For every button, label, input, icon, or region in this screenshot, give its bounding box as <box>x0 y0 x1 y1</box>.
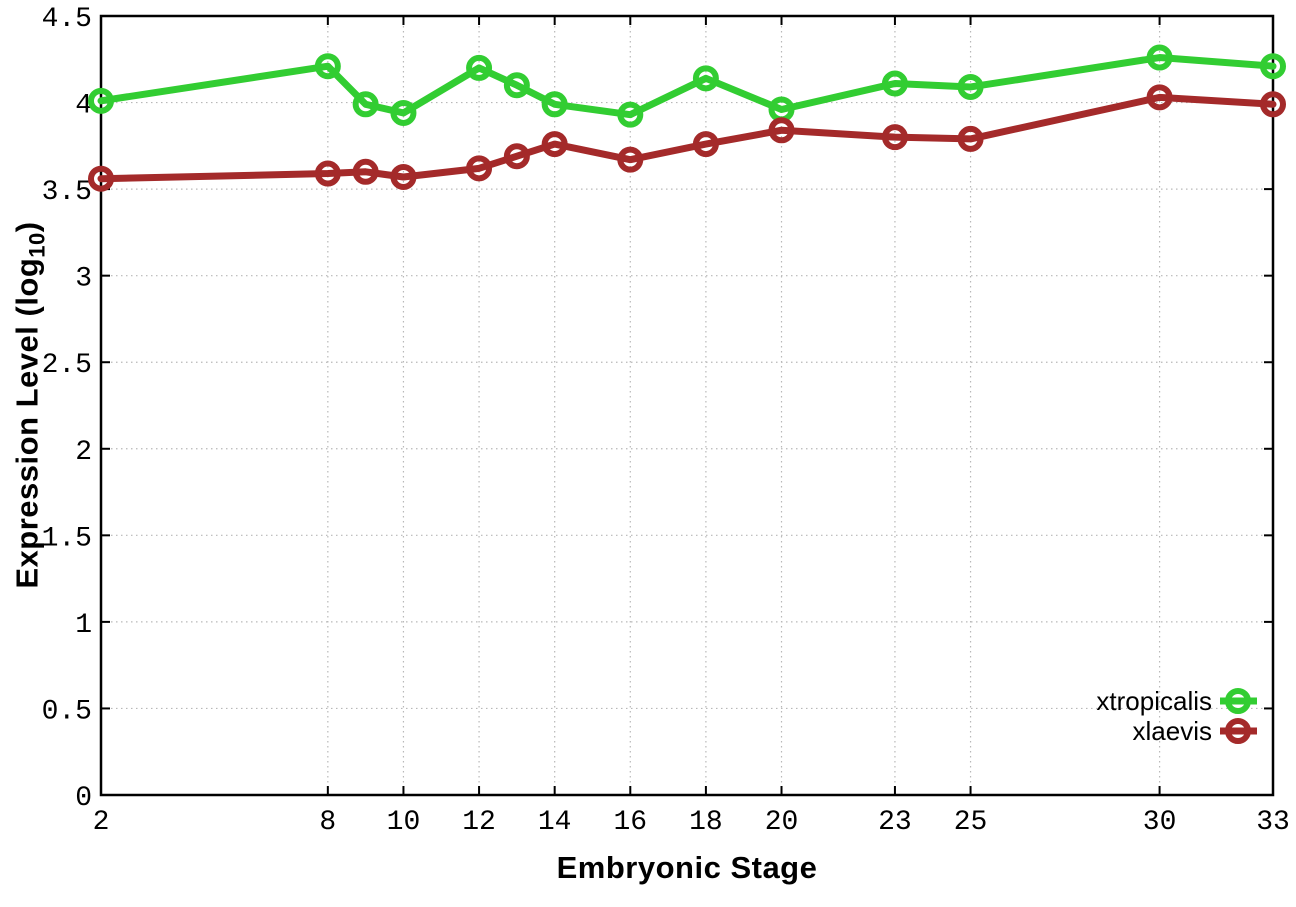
data-point-xtropicalis-stage-14 <box>541 91 568 118</box>
y-tick-label: 4 <box>75 91 92 122</box>
plot-border <box>99 14 1275 797</box>
y-axis-title-subscript: 10 <box>24 232 50 258</box>
y-tick-label: 2 <box>75 437 92 468</box>
y-axis-title-suffix: ) <box>9 221 45 233</box>
x-tick-label: 25 <box>954 807 988 838</box>
legend-label-xlaevis: xlaevis <box>1133 716 1212 746</box>
series-line-xlaevis <box>97 93 1277 183</box>
data-point-xlaevis-stage-25 <box>957 125 984 152</box>
data-point-xtropicalis-stage-8 <box>314 53 341 80</box>
y-axis-title: Expression Level (log10) <box>9 221 50 588</box>
data-point-xtropicalis-stage-30 <box>1146 44 1173 71</box>
y-tick-label: 4.5 <box>42 4 92 35</box>
data-point-xlaevis-stage-30 <box>1146 84 1173 111</box>
x-tick-label: 12 <box>462 807 496 838</box>
x-tick-label: 30 <box>1143 807 1177 838</box>
data-point-xlaevis-stage-18 <box>692 131 719 158</box>
legend-label-xtropicalis: xtropicalis <box>1096 686 1212 716</box>
data-point-xtropicalis-stage-2 <box>88 87 114 114</box>
x-tick-label: 23 <box>878 807 912 838</box>
data-point-xlaevis-stage-13 <box>503 143 530 170</box>
data-point-xtropicalis-stage-9 <box>352 91 379 118</box>
data-point-xlaevis-stage-23 <box>881 124 908 151</box>
data-point-xlaevis-stage-8 <box>314 160 341 187</box>
y-tick-label: 1.5 <box>42 523 92 554</box>
x-tick-label: 18 <box>689 807 723 838</box>
y-axis-title-text: Expression Level (log <box>9 257 45 589</box>
x-tick-label: 20 <box>765 807 799 838</box>
data-point-xtropicalis-stage-25 <box>957 73 984 100</box>
series-line-xtropicalis <box>97 54 1277 119</box>
y-tick-label: 3.5 <box>42 177 92 208</box>
data-point-xlaevis-stage-33 <box>1260 91 1286 118</box>
data-point-xtropicalis-stage-23 <box>881 70 908 97</box>
x-tick-label: 8 <box>319 807 336 838</box>
y-tick-label: 1 <box>75 610 92 641</box>
data-point-xtropicalis-stage-10 <box>390 99 417 126</box>
data-point-xlaevis-stage-16 <box>617 146 644 173</box>
legend-marker-xlaevis <box>1225 718 1251 744</box>
y-tick-label: 0.5 <box>42 696 92 727</box>
data-point-xlaevis-stage-20 <box>768 117 795 144</box>
x-tick-label: 33 <box>1256 807 1290 838</box>
data-point-xtropicalis-stage-18 <box>692 65 719 92</box>
x-axis-title: Embryonic Stage <box>556 850 818 885</box>
data-point-xtropicalis-stage-33 <box>1260 53 1286 80</box>
x-tick-label: 14 <box>538 807 572 838</box>
data-point-xtropicalis-stage-12 <box>466 54 493 81</box>
y-tick-label: 0 <box>75 783 92 814</box>
data-point-xlaevis-stage-2 <box>88 165 114 192</box>
data-point-xlaevis-stage-10 <box>390 163 417 190</box>
y-tick-label: 2.5 <box>42 350 92 381</box>
data-point-xtropicalis-stage-16 <box>617 101 644 128</box>
y-tick-label: 3 <box>75 264 92 295</box>
x-tick-label: 10 <box>387 807 421 838</box>
x-tick-label: 16 <box>613 807 647 838</box>
x-tick-label: 2 <box>93 807 110 838</box>
data-point-xlaevis-stage-14 <box>541 131 568 158</box>
data-point-xtropicalis-stage-13 <box>503 72 530 99</box>
legend-marker-xtropicalis <box>1225 688 1251 714</box>
data-point-xlaevis-stage-9 <box>352 158 379 185</box>
data-point-xlaevis-stage-12 <box>466 155 493 182</box>
